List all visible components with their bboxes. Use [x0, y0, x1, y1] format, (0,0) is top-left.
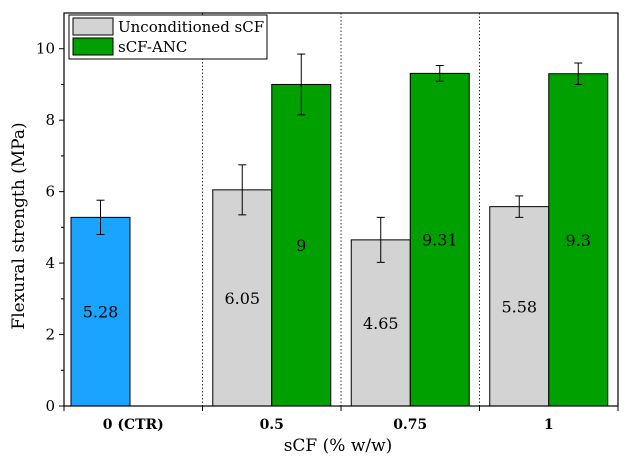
legend-swatch — [72, 37, 114, 56]
x-axis-title: sCF (% w/w) — [284, 436, 393, 456]
y-axis-title: Flexural strength (MPa) — [9, 122, 29, 329]
legend-label: Unconditioned sCF — [118, 18, 264, 36]
x-tick-label: 0.5 — [260, 417, 284, 433]
bar — [271, 83, 332, 407]
legend-swatch — [72, 17, 114, 36]
y-tick-label: 10 — [36, 40, 55, 58]
y-tick-label: 2 — [45, 326, 55, 344]
bar — [409, 72, 470, 407]
y-tick-label: 8 — [45, 111, 55, 129]
y-tick-label: 4 — [45, 254, 55, 272]
data-label: 9 — [296, 236, 306, 255]
bars-layer: 5.28 6.05 9 4.65 9.31 5.58 9.3 — [70, 13, 609, 407]
x-tick-label: 0.75 — [393, 417, 427, 433]
bar — [489, 206, 550, 407]
y-tick-label: 6 — [45, 183, 55, 201]
x-tick-label: 1 — [544, 417, 554, 433]
data-label: 4.65 — [363, 314, 399, 333]
data-label: 5.58 — [501, 297, 537, 316]
y-tick-label: 0 — [45, 397, 55, 415]
bar — [350, 239, 411, 407]
x-tick-label: 0 (CTR) — [103, 417, 164, 433]
data-label: 5.28 — [83, 303, 119, 322]
data-label: 9.31 — [422, 231, 458, 250]
data-label: 9.3 — [566, 231, 591, 250]
legend-label: sCF-ANC — [118, 38, 187, 56]
data-label: 6.05 — [224, 289, 260, 308]
legend: Unconditioned sCF sCF-ANC — [68, 14, 268, 60]
bar — [548, 73, 609, 407]
